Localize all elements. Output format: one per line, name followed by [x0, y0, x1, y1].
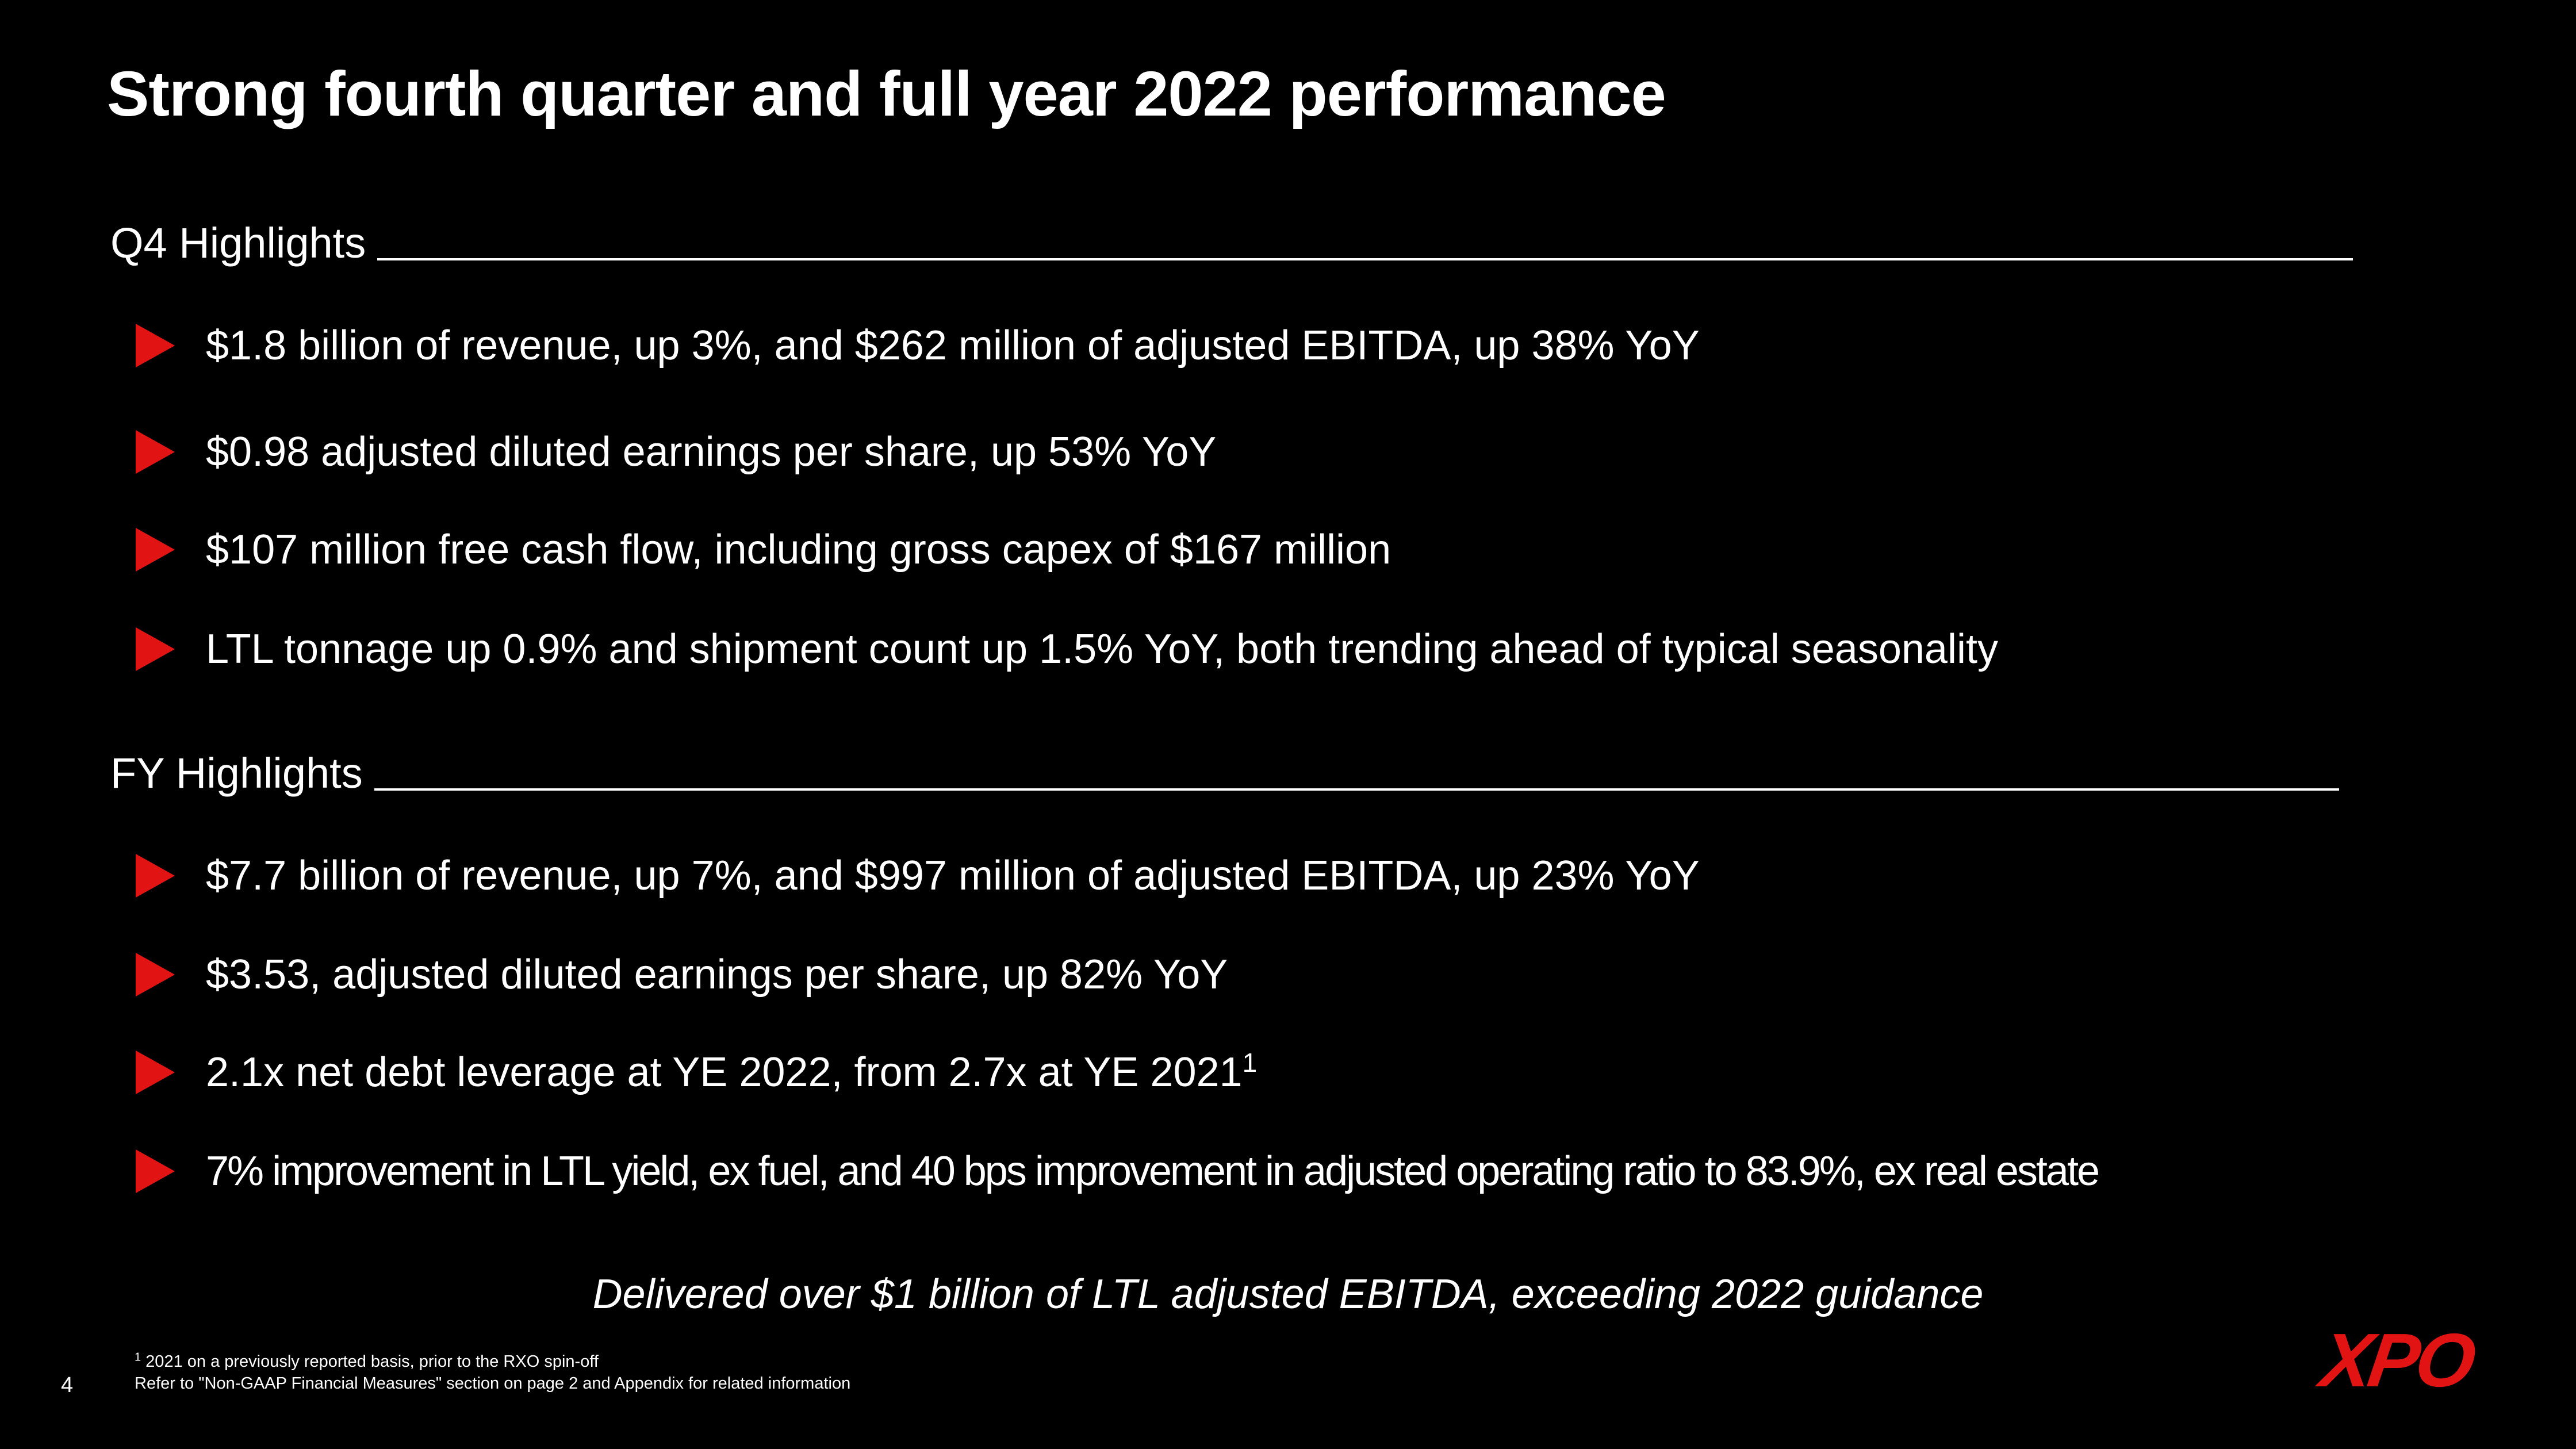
footnote-1: 1 2021 on a previously reported basis, p…: [135, 1351, 599, 1371]
red-triangle-arrow-icon: [136, 854, 175, 898]
fy-section-heading: FY Highlights: [110, 749, 2339, 798]
footnote-1-text: 2021 on a previously reported basis, pri…: [141, 1352, 599, 1371]
fy-bullet-eps: $3.53, adjusted diluted earnings per sha…: [136, 951, 1228, 998]
footnote-2: Refer to "Non-GAAP Financial Measures" s…: [135, 1374, 851, 1393]
q4-bullet-cash-flow: $107 million free cash flow, including g…: [136, 526, 1391, 573]
fy-heading-label: FY Highlights: [110, 749, 363, 797]
q4-heading-rule: [377, 258, 2353, 260]
fy-bullet-ltl-yield: 7% improvement in LTL yield, ex fuel, an…: [136, 1148, 2100, 1195]
footnote-marker: 1: [1242, 1048, 1258, 1078]
page-title: Strong fourth quarter and full year 2022…: [107, 59, 1666, 129]
red-triangle-arrow-icon: [136, 953, 175, 996]
q4-section-heading: Q4 Highlights: [110, 218, 2353, 267]
fy-bullet-revenue: $7.7 billion of revenue, up 7%, and $997…: [136, 852, 1700, 899]
fy-bullet-leverage-text: 2.1x net debt leverage at YE 2022, from …: [206, 1049, 1243, 1095]
q4-heading-label: Q4 Highlights: [110, 219, 366, 267]
fy-bullet-text: $7.7 billion of revenue, up 7%, and $997…: [206, 853, 1700, 899]
page-number: 4: [61, 1373, 74, 1397]
q4-bullet-text: LTL tonnage up 0.9% and shipment count u…: [206, 626, 1998, 672]
red-triangle-arrow-icon: [136, 528, 175, 572]
red-triangle-arrow-icon: [136, 1149, 175, 1193]
q4-bullet-text: $1.8 billion of revenue, up 3%, and $262…: [206, 323, 1700, 369]
footnote-1-marker: 1: [135, 1351, 141, 1364]
q4-bullet-revenue: $1.8 billion of revenue, up 3%, and $262…: [136, 322, 1700, 369]
fy-bullet-text: $3.53, adjusted diluted earnings per sha…: [206, 952, 1228, 998]
red-triangle-arrow-icon: [136, 1051, 175, 1094]
fy-bullet-text: 2.1x net debt leverage at YE 2022, from …: [206, 1049, 1257, 1096]
q4-bullet-ltl-tonnage: LTL tonnage up 0.9% and shipment count u…: [136, 626, 1998, 673]
tagline: Delivered over $1 billion of LTL adjuste…: [592, 1271, 1984, 1317]
red-triangle-arrow-icon: [136, 324, 175, 367]
red-triangle-arrow-icon: [136, 627, 175, 671]
fy-heading-rule: [374, 788, 2339, 791]
fy-bullet-leverage: 2.1x net debt leverage at YE 2022, from …: [136, 1049, 1257, 1096]
q4-bullet-text: $0.98 adjusted diluted earnings per shar…: [206, 429, 1217, 475]
red-triangle-arrow-icon: [136, 430, 175, 474]
fy-bullet-text: 7% improvement in LTL yield, ex fuel, an…: [206, 1148, 2100, 1194]
xpo-logo: XPO: [2316, 1318, 2478, 1402]
q4-bullet-eps: $0.98 adjusted diluted earnings per shar…: [136, 428, 1216, 476]
q4-bullet-text: $107 million free cash flow, including g…: [206, 527, 1392, 573]
